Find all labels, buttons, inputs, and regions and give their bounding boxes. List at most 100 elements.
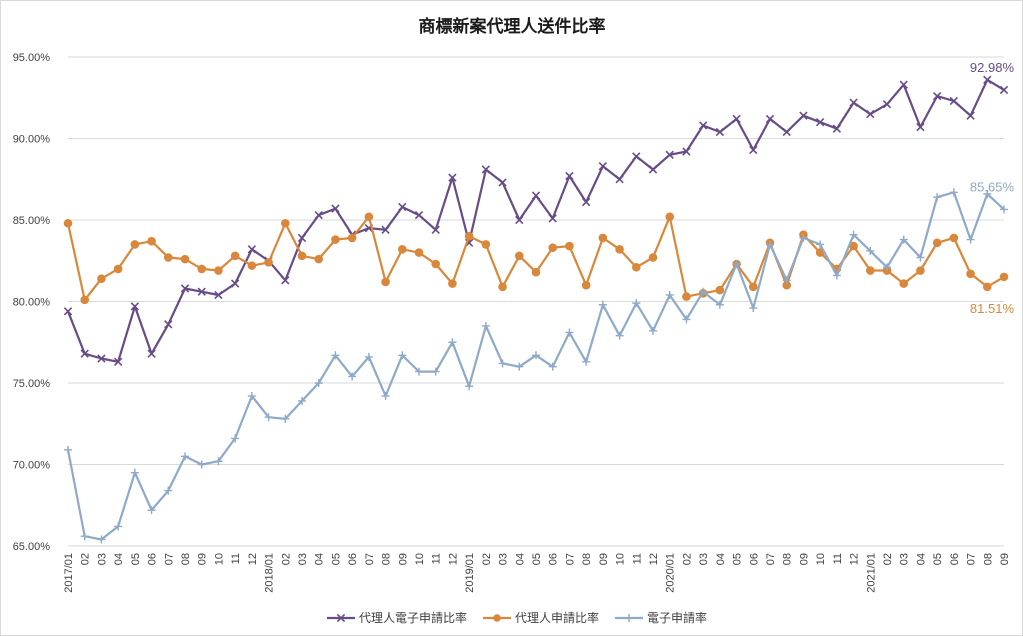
- series-line-2: [66, 215, 1005, 301]
- data-point: [548, 214, 557, 223]
- data-point: [649, 326, 657, 335]
- data-point: [949, 96, 959, 106]
- data-point: [933, 193, 942, 202]
- data-point: [849, 98, 858, 107]
- x-tick-label: 05: [732, 553, 744, 565]
- x-tick-label: 06: [147, 553, 159, 565]
- data-point: [247, 245, 257, 254]
- data-point: [431, 225, 440, 234]
- x-tick-label: 02: [481, 553, 493, 565]
- data-point: [431, 259, 441, 269]
- data-point: [899, 80, 908, 89]
- x-tick-label: 10: [815, 553, 827, 565]
- data-point: [916, 122, 925, 132]
- legend: 代理人電子申請比率 代理人申請比率 電子申請率: [327, 610, 707, 625]
- data-point: [548, 362, 557, 371]
- x-tick-label: 06: [347, 553, 359, 565]
- data-point: [882, 100, 892, 109]
- data-point: [381, 277, 390, 287]
- data-point: [481, 240, 491, 249]
- x-tick-label: 10: [615, 553, 627, 565]
- x-tick-label: 02: [280, 553, 292, 565]
- y-tick-label: 65.00%: [13, 541, 51, 553]
- x-tick-label: 04: [715, 553, 727, 565]
- data-point: [147, 506, 156, 515]
- data-point: [448, 173, 457, 182]
- data-point: [130, 240, 140, 249]
- data-point: [448, 279, 457, 288]
- data-point: [63, 307, 73, 316]
- x-tick-label: 11: [431, 553, 443, 564]
- data-point: [916, 266, 925, 275]
- data-point: [381, 392, 390, 401]
- data-point: [598, 162, 608, 171]
- data-point: [247, 261, 257, 270]
- x-tick-label: 2017/01: [63, 553, 75, 593]
- data-point: [230, 279, 240, 288]
- x-tick-label: 02: [80, 553, 92, 565]
- x-tick-label: 11: [832, 553, 844, 564]
- data-point: [314, 379, 323, 387]
- data-point: [715, 300, 724, 309]
- data-point: [832, 271, 841, 280]
- y-tick-label: 85.00%: [13, 215, 51, 227]
- data-point: [615, 245, 624, 254]
- data-point: [782, 276, 791, 285]
- data-point: [113, 264, 123, 274]
- legend-label: 代理人申請比率: [515, 610, 599, 625]
- end-labels: 92.98% 81.51% 85.65%: [970, 60, 1015, 316]
- data-point: [665, 290, 674, 299]
- data-point: [815, 118, 825, 127]
- data-point: [598, 233, 608, 243]
- x-tick-label: 11: [230, 553, 242, 564]
- data-point: [114, 522, 123, 531]
- data-point: [949, 233, 959, 243]
- data-point: [983, 189, 992, 198]
- x-tick-label: 09: [197, 553, 209, 565]
- x-tick-label: 08: [782, 553, 794, 565]
- data-point: [397, 245, 407, 254]
- data-point: [465, 382, 474, 391]
- x-tick-label: 09: [999, 553, 1011, 565]
- x-tick-label: 10: [213, 553, 225, 565]
- data-point: [97, 274, 106, 283]
- x-tick-label: 2018/01: [264, 553, 276, 593]
- data-point: [749, 304, 758, 313]
- data-point: [481, 165, 491, 174]
- x-tick-label: 11: [631, 553, 643, 564]
- data-point: [80, 532, 89, 541]
- data-point: [130, 468, 139, 477]
- data-point: [398, 351, 407, 360]
- data-point: [632, 152, 641, 161]
- data-point: [865, 266, 875, 275]
- data-point: [214, 266, 223, 275]
- data-point: [314, 210, 323, 220]
- data-point: [632, 299, 641, 308]
- data-point: [665, 212, 675, 222]
- data-point: [164, 320, 173, 329]
- data-point: [298, 396, 306, 405]
- x-tick-label: 09: [598, 553, 610, 565]
- x-tick-label: 06: [548, 553, 560, 565]
- x-tick-label: 05: [330, 553, 342, 565]
- data-point: [648, 165, 658, 174]
- legend-label: 代理人電子申請比率: [359, 610, 467, 625]
- data-point: [364, 352, 373, 361]
- x-tick-label: 04: [314, 553, 326, 565]
- x-tick-label: 03: [899, 553, 911, 565]
- x-tick-label: 08: [381, 553, 393, 565]
- data-point: [498, 178, 507, 187]
- data-point: [163, 253, 173, 262]
- data-point: [799, 233, 808, 242]
- data-point: [949, 188, 958, 197]
- x-tick-label: 03: [297, 553, 309, 565]
- data-point: [748, 282, 758, 292]
- data-point: [97, 535, 106, 544]
- data-point: [414, 210, 424, 220]
- data-point: [999, 272, 1009, 282]
- data-point: [348, 372, 357, 381]
- data-point: [615, 331, 624, 340]
- x-tick-label: 07: [966, 553, 978, 565]
- data-point: [682, 147, 691, 156]
- x-axis: 2017/01 02 03 04 05 06 07 08 09 10 11 12 2018/01 02 03…: [63, 553, 1011, 593]
